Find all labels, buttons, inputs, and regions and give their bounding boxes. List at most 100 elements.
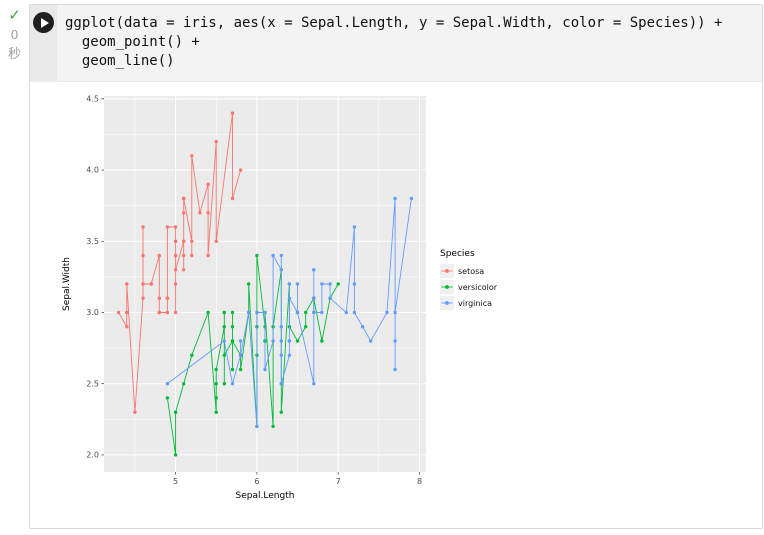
data-point-versicolor [230, 310, 235, 315]
data-point-versicolor [222, 325, 226, 329]
data-point-virginica [295, 310, 300, 315]
data-point-virginica [344, 310, 348, 315]
legend-key-point [445, 269, 449, 273]
data-point-versicolor [230, 325, 235, 329]
data-point-setosa [149, 282, 153, 286]
data-point-setosa [165, 225, 170, 229]
data-point-virginica [263, 310, 267, 315]
legend-key-point [445, 301, 449, 305]
data-point-setosa [182, 211, 186, 215]
code-line: ggplot(data = iris, aes(x = Sepal.Length… [65, 15, 723, 31]
data-point-versicolor [247, 282, 251, 286]
data-point-setosa [173, 239, 178, 243]
data-point-virginica [238, 353, 243, 357]
data-point-virginica [352, 225, 357, 229]
data-point-virginica [320, 282, 324, 286]
data-point-setosa [116, 310, 121, 315]
data-point-setosa [141, 253, 145, 258]
cell-status-rail: ✓ 0 秒 [0, 8, 29, 62]
data-point-setosa [125, 325, 129, 329]
data-point-setosa [198, 211, 202, 215]
data-point-virginica [312, 310, 316, 315]
data-point-virginica [320, 310, 324, 315]
y-tick-label: 2.0 [86, 451, 99, 460]
data-point-setosa [173, 225, 178, 229]
y-tick-label: 2.5 [86, 379, 99, 388]
code-line: geom_point() + [65, 34, 200, 50]
data-point-virginica [255, 310, 259, 315]
data-point-virginica [279, 339, 283, 343]
data-point-virginica [352, 310, 357, 315]
data-point-setosa [157, 296, 161, 300]
data-point-virginica [287, 353, 292, 357]
data-point-versicolor [222, 353, 226, 357]
x-tick-label: 5 [173, 477, 178, 486]
data-point-virginica [352, 282, 357, 286]
data-point-versicolor [271, 424, 275, 429]
data-point-versicolor [255, 253, 259, 258]
data-point-virginica [385, 310, 389, 315]
data-point-setosa [182, 268, 186, 272]
data-point-versicolor [304, 325, 308, 329]
legend-title: Species [440, 249, 475, 259]
data-point-setosa [182, 253, 186, 258]
data-point-virginica [279, 268, 283, 272]
data-point-versicolor [230, 367, 235, 372]
data-point-virginica [255, 424, 259, 429]
data-point-virginica [287, 339, 292, 343]
data-point-versicolor [222, 310, 226, 315]
data-point-setosa [125, 282, 129, 286]
data-point-setosa [165, 296, 170, 300]
data-point-virginica [271, 339, 275, 343]
data-point-virginica [222, 339, 226, 343]
plot-panel [104, 96, 426, 472]
data-point-versicolor [206, 310, 210, 315]
x-tick-label: 8 [417, 477, 422, 486]
data-point-setosa [173, 253, 178, 258]
data-point-virginica [263, 367, 267, 372]
code-editor[interactable]: ggplot(data = iris, aes(x = Sepal.Length… [57, 5, 732, 81]
cell-gutter [30, 5, 57, 81]
data-point-virginica [165, 382, 170, 386]
data-point-versicolor [173, 410, 178, 414]
data-point-virginica [279, 253, 283, 258]
data-point-virginica [409, 196, 414, 201]
data-point-virginica [312, 382, 316, 386]
ggplot-chart: 5 6 7 8 2.0 2.5 3.0 3.5 4.0 4.5 Sepal.Length Sepal.… [62, 94, 498, 501]
x-tick-label: 6 [254, 477, 259, 486]
data-point-versicolor [336, 282, 340, 286]
data-point-setosa [230, 196, 235, 201]
data-point-setosa [141, 282, 145, 286]
data-point-virginica [271, 253, 275, 258]
data-point-setosa [173, 268, 178, 272]
data-point-virginica [238, 339, 243, 343]
data-point-setosa [206, 182, 210, 186]
y-tick-label: 4.5 [86, 94, 99, 103]
data-point-virginica [393, 310, 397, 315]
data-point-virginica [287, 296, 292, 300]
data-point-setosa [206, 211, 210, 215]
data-point-virginica [393, 339, 397, 343]
data-point-setosa [165, 310, 170, 315]
data-point-virginica [393, 196, 397, 201]
y-axis-title: Sepal.Width [62, 257, 72, 311]
data-point-virginica [393, 367, 397, 372]
x-tick-label: 7 [336, 477, 341, 486]
data-point-virginica [279, 382, 283, 386]
data-point-versicolor [295, 339, 300, 343]
data-point-setosa [157, 253, 161, 258]
code-line: geom_line() [65, 53, 175, 69]
data-point-setosa [190, 253, 194, 258]
notebook-cell: ggplot(data = iris, aes(x = Sepal.Length… [29, 4, 763, 529]
execution-time-value: 0 [10, 27, 19, 42]
data-point-virginica [312, 296, 316, 300]
run-cell-button[interactable] [33, 12, 54, 33]
data-point-versicolor [190, 353, 194, 357]
data-point-virginica [247, 310, 251, 315]
data-point-setosa [182, 239, 186, 243]
data-point-setosa [214, 139, 218, 144]
legend-key-point [445, 285, 449, 289]
data-point-setosa [238, 168, 243, 172]
data-point-setosa [190, 239, 194, 243]
